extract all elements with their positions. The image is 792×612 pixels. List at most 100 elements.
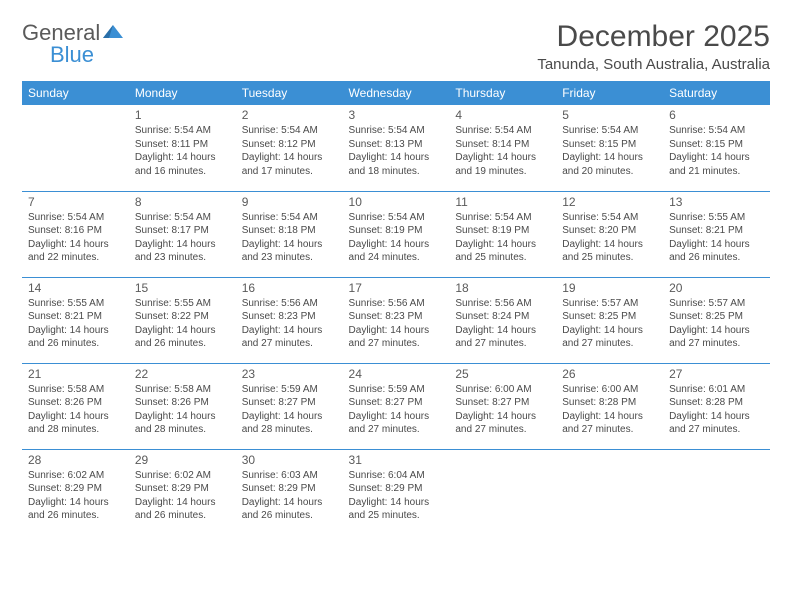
day-number: 17	[349, 281, 444, 295]
day-number: 12	[562, 195, 657, 209]
sunset-text: Sunset: 8:27 PM	[349, 396, 444, 410]
daylight-text: Daylight: 14 hours and 27 minutes.	[455, 410, 550, 437]
day-number: 28	[28, 453, 123, 467]
calendar-day-cell: 24Sunrise: 5:59 AMSunset: 8:27 PMDayligh…	[343, 363, 450, 449]
day-number: 14	[28, 281, 123, 295]
calendar-day-cell: 27Sunrise: 6:01 AMSunset: 8:28 PMDayligh…	[663, 363, 770, 449]
day-header-monday: Monday	[129, 81, 236, 105]
sunset-text: Sunset: 8:29 PM	[349, 482, 444, 496]
calendar-day-cell: 21 Sunrise: 5:58 AMSunset: 8:26 PMDayligh…	[22, 363, 129, 449]
sunrise-text: Sunrise: 5:56 AM	[242, 297, 337, 311]
day-number: 11	[455, 195, 550, 209]
daylight-text: Daylight: 14 hours and 27 minutes.	[562, 410, 657, 437]
sunrise-text: Sunrise: 6:01 AM	[669, 383, 764, 397]
day-info: Sunrise: 5:54 AMSunset: 8:20 PMDaylight:…	[562, 211, 657, 265]
day-number: 3	[349, 108, 444, 122]
daylight-text: Daylight: 14 hours and 17 minutes.	[242, 151, 337, 178]
sunrise-text: Sunrise: 5:54 AM	[135, 124, 230, 138]
day-info: Sunrise: 5:59 AMSunset: 8:27 PMDaylight:…	[349, 383, 444, 437]
day-info: Sunrise: 5:54 AMSunset: 8:17 PMDaylight:…	[135, 211, 230, 265]
sunrise-text: Sunrise: 6:00 AM	[455, 383, 550, 397]
sunrise-text: Sunrise: 5:59 AM	[349, 383, 444, 397]
day-number: 1	[135, 108, 230, 122]
calendar-day-cell: 20Sunrise: 5:57 AMSunset: 8:25 PMDayligh…	[663, 277, 770, 363]
day-info: Sunrise: 5:56 AMSunset: 8:23 PMDaylight:…	[349, 297, 444, 351]
day-number: 2	[242, 108, 337, 122]
calendar-week-row: 1Sunrise: 5:54 AMSunset: 8:11 PMDaylight…	[22, 105, 770, 191]
sunrise-text: Sunrise: 5:56 AM	[349, 297, 444, 311]
sunset-text: Sunset: 8:20 PM	[562, 224, 657, 238]
calendar-day-cell: 8Sunrise: 5:54 AMSunset: 8:17 PMDaylight…	[129, 191, 236, 277]
day-number: 22	[135, 367, 230, 381]
daylight-text: Daylight: 14 hours and 26 minutes.	[669, 238, 764, 265]
day-info: Sunrise: 5:54 AMSunset: 8:12 PMDaylight:…	[242, 124, 337, 178]
sunset-text: Sunset: 8:27 PM	[455, 396, 550, 410]
sunrise-text: Sunrise: 5:54 AM	[562, 124, 657, 138]
day-number: 21	[28, 367, 123, 381]
sunset-text: Sunset: 8:29 PM	[28, 482, 123, 496]
day-info: Sunrise: 5:54 AMSunset: 8:19 PMDaylight:…	[349, 211, 444, 265]
sunset-text: Sunset: 8:27 PM	[242, 396, 337, 410]
daylight-text: Daylight: 14 hours and 21 minutes.	[669, 151, 764, 178]
sunset-text: Sunset: 8:24 PM	[455, 310, 550, 324]
sunrise-text: Sunrise: 5:57 AM	[669, 297, 764, 311]
sunrise-text: Sunrise: 6:02 AM	[135, 469, 230, 483]
calendar-day-cell: 14Sunrise: 5:55 AMSunset: 8:21 PMDayligh…	[22, 277, 129, 363]
daylight-text: Daylight: 14 hours and 23 minutes.	[135, 238, 230, 265]
calendar-day-cell	[22, 105, 129, 191]
daylight-text: Daylight: 14 hours and 26 minutes.	[135, 496, 230, 523]
day-info: Sunrise: 5:57 AMSunset: 8:25 PMDaylight:…	[669, 297, 764, 351]
calendar-week-row: 21 Sunrise: 5:58 AMSunset: 8:26 PMDayligh…	[22, 363, 770, 449]
day-number: 7	[28, 195, 123, 209]
calendar-day-cell: 18Sunrise: 5:56 AMSunset: 8:24 PMDayligh…	[449, 277, 556, 363]
day-number: 19	[562, 281, 657, 295]
sunrise-text: Sunrise: 6:00 AM	[562, 383, 657, 397]
day-info: Sunrise: 5:54 AMSunset: 8:16 PMDaylight:…	[28, 211, 123, 265]
day-header-thursday: Thursday	[449, 81, 556, 105]
day-number: 27	[669, 367, 764, 381]
daylight-text: Daylight: 14 hours and 25 minutes.	[455, 238, 550, 265]
month-title: December 2025	[537, 20, 770, 54]
day-info: Sunrise: 5:58 AMSunset: 8:26 PMDaylight:…	[28, 383, 123, 437]
calendar-day-cell: 12 Sunrise: 5:54 AMSunset: 8:20 PMDayligh…	[556, 191, 663, 277]
sunset-text: Sunset: 8:15 PM	[669, 138, 764, 152]
calendar-day-cell: 28Sunrise: 6:02 AMSunset: 8:29 PMDayligh…	[22, 449, 129, 535]
calendar-day-cell: 22Sunrise: 5:58 AMSunset: 8:26 PMDayligh…	[129, 363, 236, 449]
daylight-text: Daylight: 14 hours and 24 minutes.	[349, 238, 444, 265]
daylight-text: Daylight: 14 hours and 25 minutes.	[562, 238, 657, 265]
calendar-day-cell	[556, 449, 663, 535]
day-info: Sunrise: 5:54 AMSunset: 8:18 PMDaylight:…	[242, 211, 337, 265]
day-info: Sunrise: 5:54 AMSunset: 8:11 PMDaylight:…	[135, 124, 230, 178]
day-number: 6	[669, 108, 764, 122]
sunrise-text: Sunrise: 5:54 AM	[455, 211, 550, 225]
sunset-text: Sunset: 8:11 PM	[135, 138, 230, 152]
day-header-tuesday: Tuesday	[236, 81, 343, 105]
sunrise-text: Sunrise: 6:03 AM	[242, 469, 337, 483]
calendar-day-cell: 3Sunrise: 5:54 AMSunset: 8:13 PMDaylight…	[343, 105, 450, 191]
calendar-day-cell: 2 Sunrise: 5:54 AMSunset: 8:12 PMDaylight…	[236, 105, 343, 191]
daylight-text: Daylight: 14 hours and 22 minutes.	[28, 238, 123, 265]
daylight-text: Daylight: 14 hours and 28 minutes.	[242, 410, 337, 437]
daylight-text: Daylight: 14 hours and 27 minutes.	[349, 324, 444, 351]
daylight-text: Daylight: 14 hours and 27 minutes.	[242, 324, 337, 351]
sunset-text: Sunset: 8:12 PM	[242, 138, 337, 152]
day-header-saturday: Saturday	[663, 81, 770, 105]
sunrise-text: Sunrise: 5:56 AM	[455, 297, 550, 311]
sunrise-text: Sunrise: 5:54 AM	[669, 124, 764, 138]
daylight-text: Daylight: 14 hours and 27 minutes.	[455, 324, 550, 351]
calendar-day-cell	[663, 449, 770, 535]
sunrise-text: Sunrise: 5:54 AM	[242, 211, 337, 225]
calendar-day-cell: 29Sunrise: 6:02 AMSunset: 8:29 PMDayligh…	[129, 449, 236, 535]
daylight-text: Daylight: 14 hours and 27 minutes.	[669, 324, 764, 351]
daylight-text: Daylight: 14 hours and 25 minutes.	[349, 496, 444, 523]
day-info: Sunrise: 5:54 AMSunset: 8:14 PMDaylight:…	[455, 124, 550, 178]
calendar-week-row: 7 Sunrise: 5:54 AMSunset: 8:16 PMDaylight…	[22, 191, 770, 277]
sunrise-text: Sunrise: 5:55 AM	[669, 211, 764, 225]
sunrise-text: Sunrise: 5:54 AM	[562, 211, 657, 225]
day-info: Sunrise: 5:56 AMSunset: 8:24 PMDaylight:…	[455, 297, 550, 351]
calendar-day-cell: 17 Sunrise: 5:56 AMSunset: 8:23 PMDayligh…	[343, 277, 450, 363]
sunrise-text: Sunrise: 6:04 AM	[349, 469, 444, 483]
sunrise-text: Sunrise: 5:55 AM	[28, 297, 123, 311]
location: Tanunda, South Australia, Australia	[537, 56, 770, 73]
title-block: December 2025 Tanunda, South Australia, …	[537, 20, 770, 73]
